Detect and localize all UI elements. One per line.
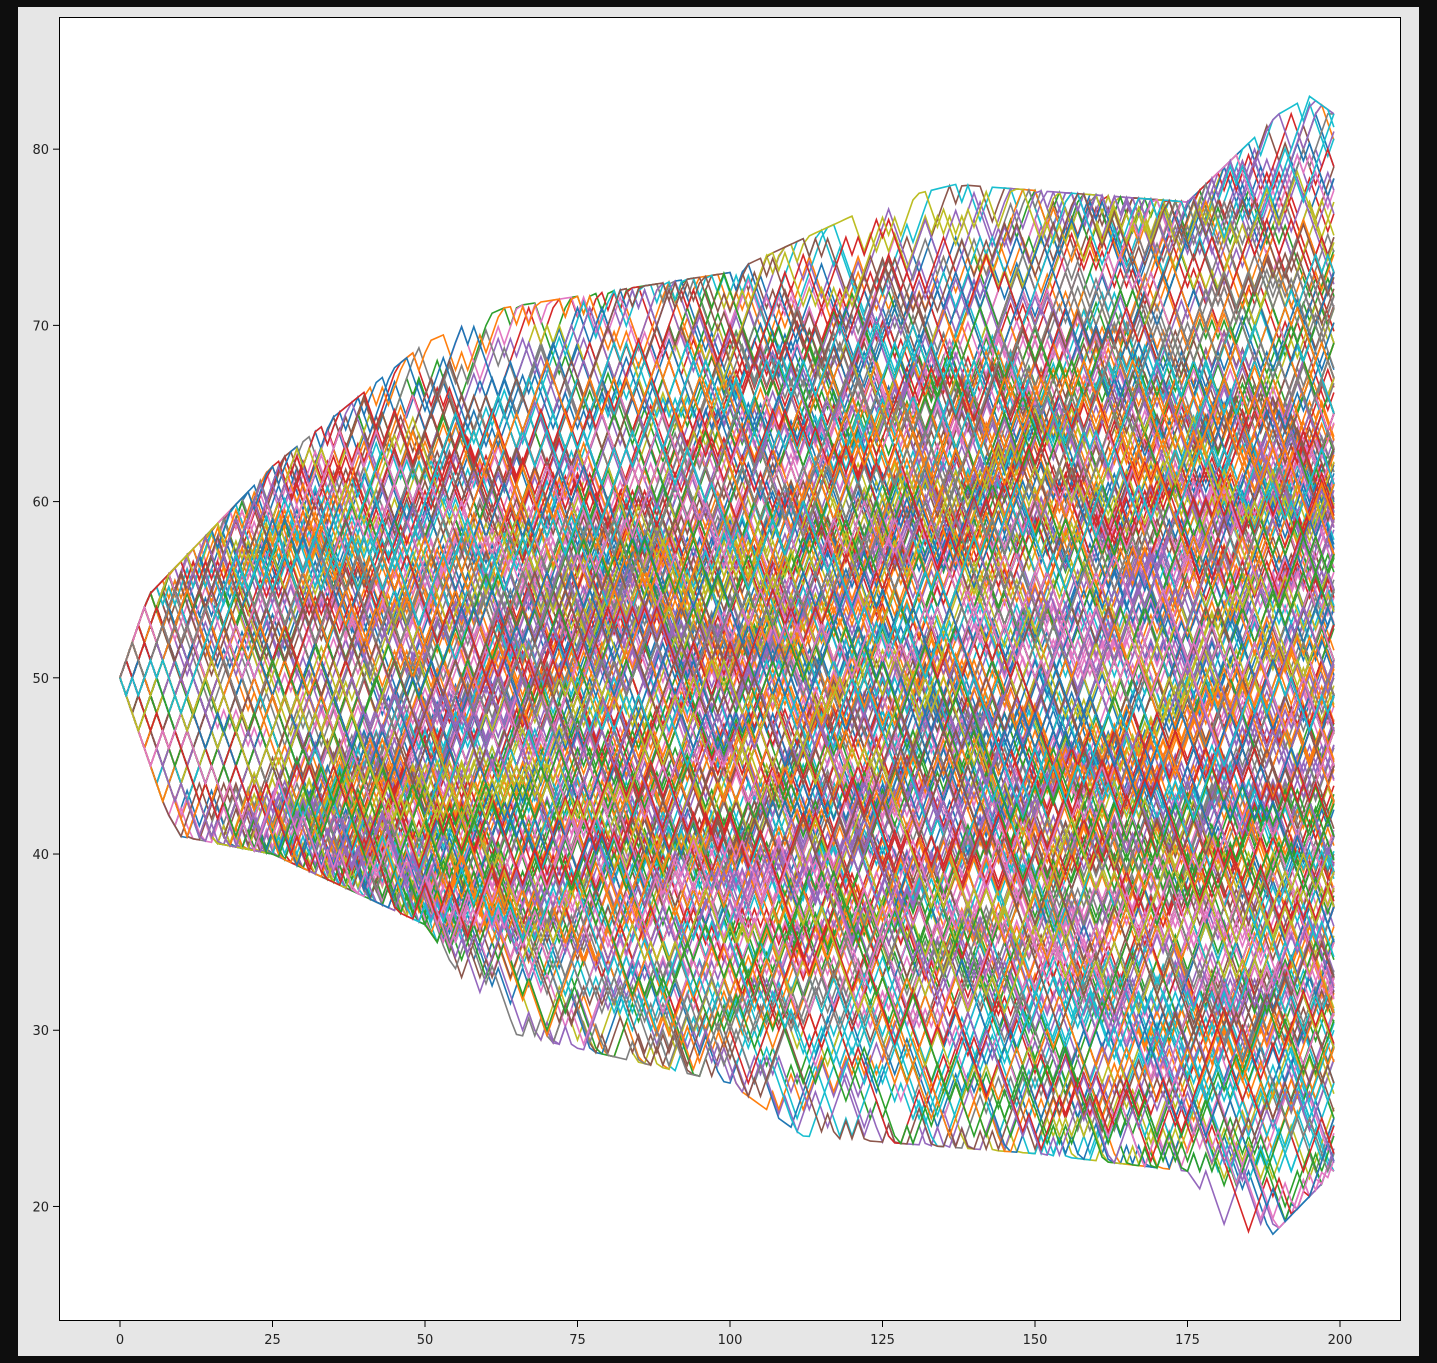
series-line-561 [119, 425, 1335, 837]
series-line-998 [119, 657, 1335, 945]
line-chart: 0 25 50 75 100 125 150 175 200 20 30 40 50 60 70 80 [32, 17, 1401, 1348]
y-tick-label: 40 [32, 848, 49, 863]
series-line-821 [119, 651, 1335, 868]
series-line-984 [119, 569, 1335, 980]
series-line-923 [119, 365, 1335, 679]
series-line-995 [119, 569, 1335, 1139]
series-line-955 [119, 192, 1335, 679]
series-line-957 [119, 657, 1335, 1068]
x-tick-label: 175 [1175, 1333, 1200, 1348]
plot-frame [59, 17, 1401, 1321]
series-line-996 [119, 677, 1335, 1002]
x-tick-label: 125 [870, 1333, 895, 1348]
series-line-993 [119, 657, 1335, 939]
series-line-214 [119, 273, 1335, 790]
series-line-858 [119, 406, 1335, 851]
series-line-847 [119, 187, 1335, 875]
x-tick-label: 100 [718, 1333, 743, 1348]
x-tick-label: 75 [569, 1333, 586, 1348]
series-line-898 [119, 415, 1335, 679]
series-line-413 [119, 367, 1335, 725]
y-tick-label: 80 [32, 143, 49, 158]
y-tick-label: 70 [32, 319, 49, 334]
series-line-714 [119, 547, 1335, 800]
series-line-968 [119, 446, 1335, 734]
x-axis: 0 25 50 75 100 125 150 175 200 [116, 1321, 1353, 1348]
series-line-874 [119, 555, 1335, 912]
series-line-988 [119, 657, 1335, 1033]
series-line-989 [119, 252, 1335, 716]
figure: 0 25 50 75 100 125 150 175 200 20 30 40 50 60 70 80 [18, 7, 1419, 1356]
x-tick-label: 200 [1328, 1333, 1353, 1348]
series-line-964 [119, 657, 1335, 1097]
series-line-812 [119, 555, 1335, 1209]
y-tick-label: 50 [32, 672, 49, 687]
series-line-982 [119, 537, 1335, 860]
series-line-775 [119, 337, 1335, 679]
x-tick-label: 150 [1023, 1333, 1048, 1348]
y-tick-label: 20 [32, 1200, 49, 1215]
series-line-938 [119, 468, 1335, 773]
series-line-986 [119, 428, 1335, 751]
series-line-761 [119, 349, 1335, 724]
series-layer [119, 95, 1335, 1236]
x-tick-label: 25 [264, 1333, 281, 1348]
series-line-502 [119, 537, 1335, 984]
series-line-353 [119, 351, 1335, 698]
series-line-901 [119, 640, 1335, 936]
series-line-997 [119, 270, 1335, 681]
y-axis: 20 30 40 50 60 70 80 [32, 143, 59, 1215]
series-line-948 [119, 673, 1335, 926]
series-line-977 [119, 375, 1335, 734]
x-tick-label: 0 [116, 1333, 124, 1348]
series-line-992 [119, 675, 1335, 1139]
x-tick-label: 50 [417, 1333, 434, 1348]
series-line-900 [119, 322, 1335, 716]
series-line-961 [119, 657, 1335, 980]
series-line-754 [119, 384, 1335, 864]
series-line-954 [119, 672, 1335, 995]
y-tick-label: 30 [32, 1024, 49, 1039]
series-line-755 [119, 657, 1335, 1152]
series-line-999 [119, 411, 1335, 822]
y-tick-label: 60 [32, 496, 49, 511]
